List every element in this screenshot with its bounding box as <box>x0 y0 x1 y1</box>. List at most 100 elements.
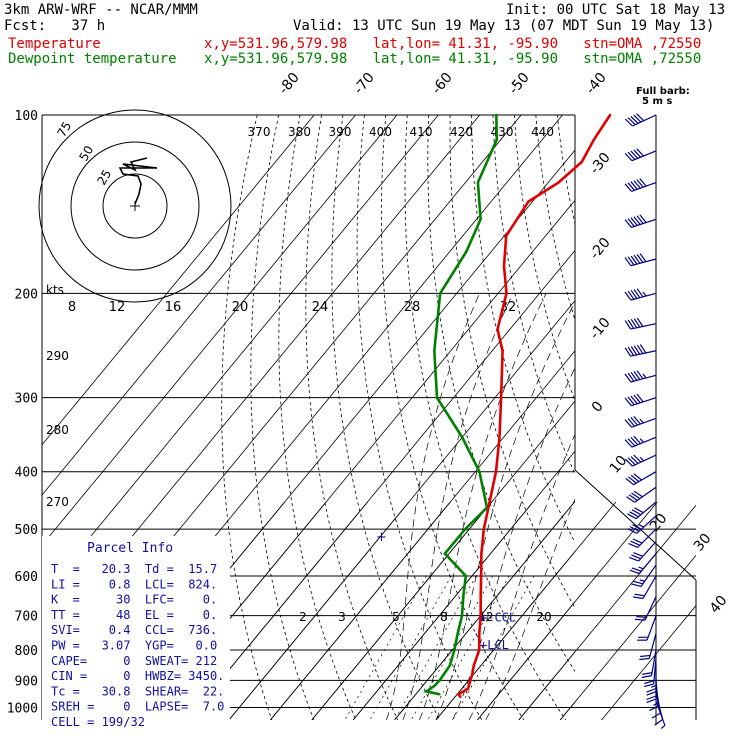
dewpoint-location-info: x,y=531.96,579.98 lat,lon= 41.31, -95.90… <box>204 51 702 67</box>
parcel-marker: + <box>376 530 387 545</box>
right-axis-lower <box>574 469 697 581</box>
dewpoint-point <box>456 632 459 635</box>
barb-flag <box>624 152 633 162</box>
dry-adiabat <box>686 115 740 720</box>
barb-staff <box>631 417 657 428</box>
barb-flag <box>627 457 636 466</box>
temperature-point <box>472 664 475 667</box>
barb-flag <box>633 552 644 557</box>
barb-staff <box>637 528 657 548</box>
dewpoint-point <box>462 595 465 598</box>
barb-flag <box>624 419 633 428</box>
dry-adiabat <box>331 115 441 720</box>
temperature-point <box>471 673 474 676</box>
barb-flag <box>627 319 635 329</box>
barb-flag <box>630 217 638 226</box>
wind-barb <box>629 553 657 575</box>
parcel-info-row: LI = 0.8 LCL= 824. <box>51 577 217 591</box>
barb-flag <box>634 618 646 621</box>
barb-half-flag <box>651 684 657 688</box>
wind-barb <box>655 700 666 730</box>
isotherm-label: -20 <box>587 235 614 263</box>
valid-time: Valid: 13 UTC Sun 19 May 13 (07 MDT Sun … <box>293 18 715 34</box>
barb-staff <box>633 471 657 486</box>
barb-flag <box>633 435 642 445</box>
barb-flag <box>629 569 640 575</box>
mixing-ratio-label: 3 <box>338 610 346 624</box>
wind-barb <box>624 344 657 357</box>
barb-half-flag <box>642 291 647 297</box>
temperature-point <box>527 200 530 203</box>
barb-flag <box>636 344 644 354</box>
hodograph-ring <box>102 173 168 239</box>
temperature-point <box>592 138 596 141</box>
parcel-info-row: SREH = 0 LAPSE= 7.0 <box>51 700 224 714</box>
temperature-legend: Temperature <box>8 36 101 52</box>
mixing-ratio-label: 12 <box>478 610 493 624</box>
barb-half-flag <box>660 724 666 730</box>
dewpoint-point <box>448 664 451 667</box>
wind-barb <box>627 501 657 520</box>
barb-half-flag <box>638 566 644 570</box>
barb-flag <box>633 473 642 481</box>
wind-barb <box>639 633 657 661</box>
barb-flag <box>643 683 654 688</box>
isotherm-label: 30 <box>691 531 715 555</box>
theta-label: 380 <box>288 125 311 139</box>
temperature-point <box>466 687 470 690</box>
barb-staff <box>655 700 666 726</box>
barb-flag <box>646 687 657 693</box>
dry-adiabat <box>356 115 483 720</box>
theta-label: 420 <box>450 125 473 139</box>
barb-half-flag <box>639 579 645 582</box>
dewpoint-point <box>485 506 489 509</box>
barb-flag <box>630 115 639 124</box>
barb-flag <box>627 418 635 427</box>
barb-staff <box>644 596 657 621</box>
isotherm-label: 10 <box>607 453 631 477</box>
temperature-point <box>480 552 483 555</box>
isotherm-line-lower <box>228 501 410 720</box>
temperature-point <box>494 470 498 473</box>
parcel-info-row: SVI= 0.4 CCL= 736. <box>51 623 217 637</box>
barb-flag <box>627 438 636 447</box>
barb-flag <box>631 554 641 560</box>
dry-adiabat <box>579 115 740 720</box>
barb-flag <box>639 253 647 263</box>
moist-adiabat <box>402 293 514 720</box>
barb-flag <box>630 456 639 464</box>
barb-flag <box>649 705 659 712</box>
temperature-point <box>608 113 612 117</box>
isotherm-line <box>477 601 575 720</box>
barb-flag <box>624 373 632 383</box>
barb-staff <box>630 323 657 330</box>
dewpoint-point <box>438 679 441 682</box>
barb-flag <box>651 712 661 719</box>
barb-staff <box>631 181 657 192</box>
pressure-label: 300 <box>15 392 38 407</box>
parcel-info-row: TT = 48 EL = 0. <box>51 608 217 622</box>
temperature-point <box>502 265 506 268</box>
speed-scale-label: 16 <box>165 300 182 315</box>
dry-adiabat <box>221 115 273 720</box>
parcel-info-row: T = 20.3 Td = 15.7 <box>51 562 217 576</box>
isotherm-line <box>42 115 315 446</box>
isotherm-line <box>435 550 575 720</box>
barb-staff <box>634 486 657 503</box>
dewpoint-profile <box>423 114 499 696</box>
lower-isotherms <box>104 501 696 720</box>
dry-adiabat <box>427 115 575 673</box>
barb-flag <box>631 567 642 572</box>
temperature-point <box>580 160 583 164</box>
barb-flag <box>627 256 635 266</box>
barb-flag <box>640 654 651 658</box>
mixing-ratio-label: 20 <box>536 610 551 624</box>
barb-staff <box>630 292 657 301</box>
speed-scale-label: 20 <box>232 300 249 315</box>
barb-flag <box>630 474 640 483</box>
barb-flag <box>624 183 633 192</box>
pressure-label: 200 <box>15 287 38 302</box>
barb-staff <box>648 633 657 659</box>
